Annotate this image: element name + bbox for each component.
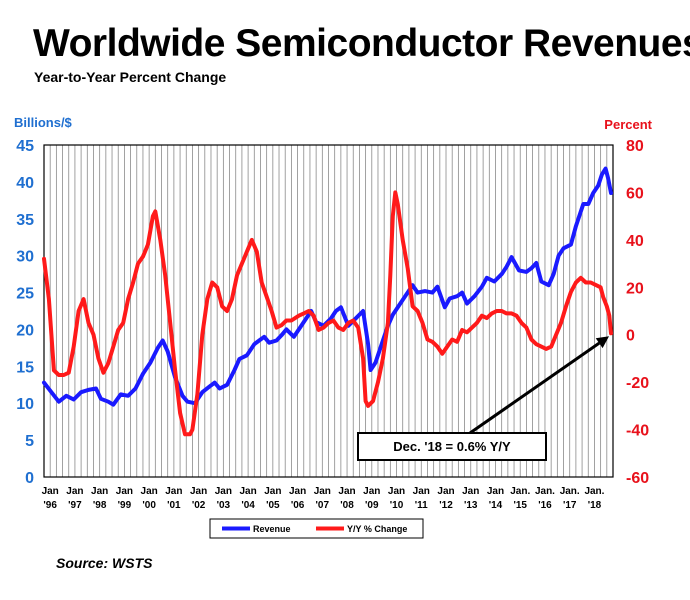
right-tick-label: 20 — [626, 280, 644, 297]
x-tick-label-bottom: '01 — [167, 500, 181, 511]
x-tick-label-top: Jan — [413, 486, 430, 497]
right-tick-label: 80 — [626, 138, 644, 155]
left-tick-label: 30 — [16, 249, 34, 266]
source-note: Source: WSTS — [56, 555, 153, 571]
x-axis-ticks: Jan '96 Jan '97 Jan '98 Jan '99 Jan '00 Jan '01 Jan '… — [42, 486, 605, 511]
x-tick-label-top: Jan — [363, 486, 380, 497]
left-tick-label: 5 — [25, 433, 34, 450]
x-tick-label-bottom: '13 — [464, 500, 478, 511]
right-axis-label: Percent — [604, 117, 652, 132]
left-tick-label: 15 — [16, 359, 34, 376]
x-tick-label-top: Jan — [66, 486, 83, 497]
x-tick-label-top: Jan — [338, 486, 355, 497]
annotation-box — [357, 432, 547, 461]
annotation-text: Dec. '18 = 0.6% Y/Y — [393, 439, 511, 454]
right-tick-label: -20 — [626, 375, 649, 392]
left-tick-label: 0 — [25, 470, 34, 487]
left-tick-label: 40 — [16, 175, 34, 192]
x-tick-label-top: Jan. — [535, 486, 555, 497]
right-tick-label: 60 — [626, 185, 644, 202]
x-tick-label-bottom: '16 — [538, 500, 552, 511]
x-tick-label-top: Jan — [116, 486, 133, 497]
vertical-gridlines — [43, 145, 614, 477]
x-tick-label-top: Jan — [462, 486, 479, 497]
right-tick-label: 40 — [626, 233, 644, 250]
left-axis-ticks: 0 5 10 15 20 25 30 35 40 45 — [16, 138, 34, 487]
chart-subtitle: Year-to-Year Percent Change — [34, 69, 227, 85]
x-tick-label-bottom: '06 — [291, 500, 305, 511]
x-tick-label-top: Jan — [190, 486, 207, 497]
x-tick-label-top: Jan — [264, 486, 281, 497]
x-tick-label-top: Jan — [42, 486, 59, 497]
x-tick-label-bottom: '15 — [513, 500, 527, 511]
left-tick-label: 35 — [16, 212, 34, 229]
series-layer — [42, 166, 613, 437]
right-tick-label: 0 — [626, 328, 635, 345]
left-tick-label: 45 — [16, 138, 34, 155]
x-tick-label-top: Jan — [289, 486, 306, 497]
plot-frame — [43, 144, 614, 478]
x-tick-label-top: Jan — [314, 486, 331, 497]
chart-title: Worldwide Semiconductor Revenues — [33, 22, 690, 65]
x-tick-label-bottom: '02 — [192, 500, 206, 511]
x-tick-label-bottom: '10 — [390, 500, 404, 511]
x-tick-label-top: Jan — [388, 486, 405, 497]
x-tick-label-top: Jan — [141, 486, 158, 497]
x-tick-label-top: Jan — [165, 486, 182, 497]
x-tick-label-bottom: '18 — [588, 500, 602, 511]
right-tick-label: -40 — [626, 423, 649, 440]
annotation-arrow — [469, 341, 601, 435]
x-tick-label-bottom: '14 — [489, 500, 503, 511]
x-tick-label-top: Jan — [487, 486, 504, 497]
annotation: Dec. '18 = 0.6% Y/Y — [357, 336, 610, 461]
x-tick-label-bottom: '05 — [266, 500, 280, 511]
x-tick-label-top: Jan. — [560, 486, 580, 497]
legend-label-revenue: Revenue — [253, 524, 291, 534]
right-axis-ticks: -60 -40 -20 0 20 40 60 80 — [626, 138, 649, 487]
x-tick-label-bottom: '04 — [241, 500, 255, 511]
x-tick-label-bottom: '03 — [217, 500, 231, 511]
x-tick-label-bottom: '09 — [365, 500, 379, 511]
x-tick-label-top: Jan — [437, 486, 454, 497]
x-tick-label-top: Jan. — [584, 486, 604, 497]
x-tick-label-bottom: '96 — [43, 500, 57, 511]
left-tick-label: 25 — [16, 286, 34, 303]
right-tick-label: -60 — [626, 470, 649, 487]
annotation-arrowhead — [595, 336, 610, 349]
x-tick-label-top: Jan — [91, 486, 108, 497]
left-tick-label: 20 — [16, 322, 34, 339]
legend: Revenue Y/Y % Change — [209, 518, 424, 539]
x-tick-label-bottom: '12 — [439, 500, 453, 511]
x-tick-label-bottom: '07 — [316, 500, 330, 511]
x-tick-label-top: Jan — [215, 486, 232, 497]
x-tick-label-top: Jan. — [510, 486, 530, 497]
left-tick-label: 10 — [16, 396, 34, 413]
series-line-yoy-change — [42, 190, 613, 437]
x-tick-label-bottom: '17 — [563, 500, 577, 511]
x-tick-label-top: Jan — [239, 486, 256, 497]
x-tick-label-bottom: '98 — [93, 500, 107, 511]
legend-label-yoy: Y/Y % Change — [347, 524, 407, 534]
x-tick-label-bottom: '11 — [415, 500, 428, 511]
x-tick-label-bottom: '00 — [142, 500, 156, 511]
x-tick-label-bottom: '99 — [118, 500, 132, 511]
x-tick-label-bottom: '97 — [68, 500, 82, 511]
series-line-revenue — [42, 166, 613, 407]
x-tick-label-bottom: '08 — [340, 500, 354, 511]
left-axis-label: Billions/$ — [14, 115, 73, 130]
